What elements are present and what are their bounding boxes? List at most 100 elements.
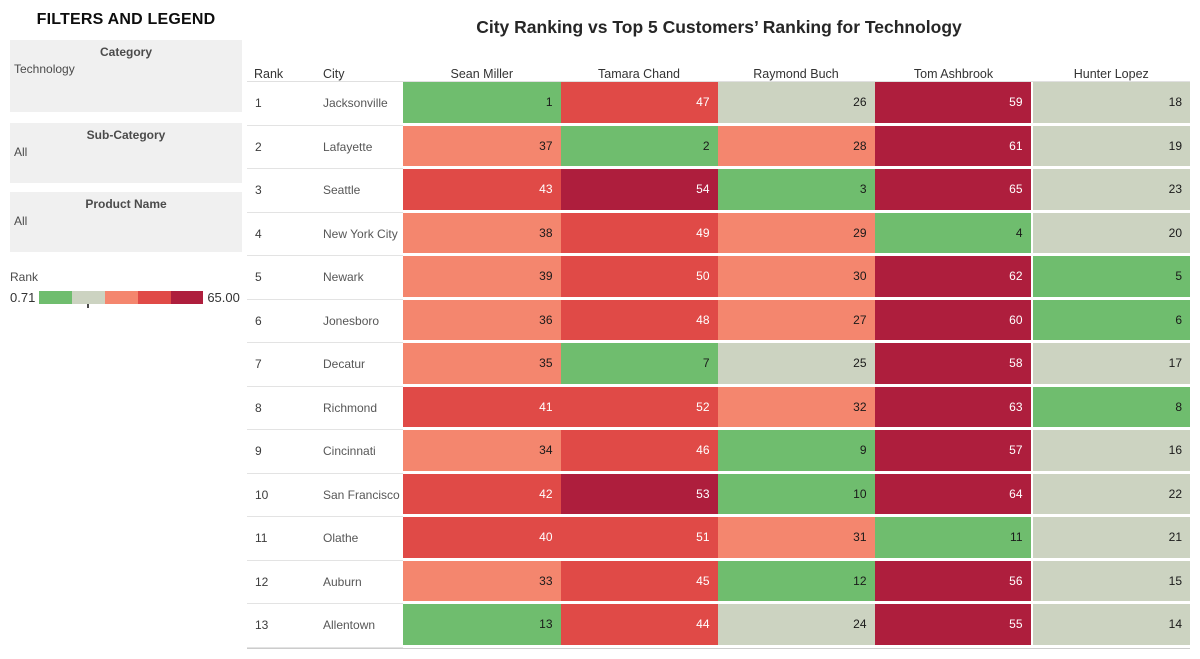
heat-cell[interactable]: 59 xyxy=(874,82,1033,126)
heat-cell[interactable]: 22 xyxy=(1032,473,1190,517)
heat-cell[interactable]: 27 xyxy=(717,299,875,343)
filter-card-value[interactable]: All xyxy=(14,145,28,159)
heat-cell[interactable]: 21 xyxy=(1032,517,1190,561)
table-row: 8 Richmond 41 52 32 63 8 xyxy=(247,386,1190,430)
heat-cell[interactable]: 58 xyxy=(874,343,1033,387)
heat-cell[interactable]: 31 xyxy=(717,517,875,561)
heat-cell[interactable]: 60 xyxy=(874,299,1033,343)
heat-cell[interactable]: 54 xyxy=(560,169,718,213)
heat-cell[interactable]: 35 xyxy=(403,343,561,387)
heat-cell[interactable]: 30 xyxy=(717,256,875,300)
heat-cell[interactable]: 57 xyxy=(874,430,1033,474)
legend-color-ramp[interactable] xyxy=(39,291,204,308)
heat-cell[interactable]: 5 xyxy=(1032,256,1190,300)
heat-cell[interactable]: 4 xyxy=(874,212,1033,256)
column-header-rank: Rank xyxy=(254,67,284,81)
chart-title: City Ranking vs Top 5 Customers’ Ranking… xyxy=(476,17,962,37)
column-header-city: City xyxy=(323,67,345,81)
heat-cell[interactable]: 10 xyxy=(717,473,875,517)
heat-cell[interactable]: 1 xyxy=(403,82,561,126)
table-row: 10 San Francisco 42 53 10 64 22 xyxy=(247,473,1190,517)
rank-color-legend: Rank 0.71 65.00 xyxy=(10,270,250,308)
heat-cell[interactable]: 14 xyxy=(1032,604,1190,648)
heat-cell[interactable]: 37 xyxy=(403,125,561,169)
table-row: 4 New York City 38 49 29 4 20 xyxy=(247,212,1190,256)
legend-segment xyxy=(72,291,105,304)
heat-cell[interactable]: 24 xyxy=(717,604,875,648)
rank-cell: 2 xyxy=(247,126,320,169)
heat-cell[interactable]: 56 xyxy=(874,560,1033,604)
heat-cell[interactable]: 41 xyxy=(403,386,561,430)
rank-cell: 1 xyxy=(247,82,320,126)
heat-cell[interactable]: 6 xyxy=(1032,299,1190,343)
table-row: 1 Jacksonville 1 47 26 59 18 xyxy=(247,82,1190,126)
city-cell: Seattle xyxy=(320,169,403,213)
table-row: 12 Auburn 33 45 12 56 15 xyxy=(247,560,1190,604)
heat-cell[interactable]: 8 xyxy=(1032,386,1190,430)
heat-cell[interactable]: 15 xyxy=(1032,560,1190,604)
filter-card-value[interactable]: Technology xyxy=(14,62,75,76)
heat-cell[interactable]: 19 xyxy=(1032,125,1190,169)
heat-cell[interactable]: 43 xyxy=(403,169,561,213)
heat-cell[interactable]: 16 xyxy=(1032,430,1190,474)
heat-cell[interactable]: 49 xyxy=(560,212,718,256)
heat-cell[interactable]: 3 xyxy=(717,169,875,213)
heat-cell[interactable]: 40 xyxy=(403,517,561,561)
table-bottom-divider xyxy=(247,647,1190,649)
column-header-tom-ashbrook: Tom Ashbrook xyxy=(913,67,994,81)
heat-cell[interactable]: 51 xyxy=(560,517,718,561)
heat-cell[interactable]: 61 xyxy=(874,125,1033,169)
city-cell: Lafayette xyxy=(320,126,403,169)
heat-cell[interactable]: 18 xyxy=(1032,82,1190,126)
heat-cell[interactable]: 25 xyxy=(717,343,875,387)
heat-cell[interactable]: 2 xyxy=(560,125,718,169)
heat-cell[interactable]: 17 xyxy=(1032,343,1190,387)
heat-cell[interactable]: 36 xyxy=(403,299,561,343)
heat-cell[interactable]: 7 xyxy=(560,343,718,387)
heat-cell[interactable]: 33 xyxy=(403,560,561,604)
heat-cell[interactable]: 38 xyxy=(403,212,561,256)
city-cell: San Francisco xyxy=(320,474,403,517)
heat-cell[interactable]: 53 xyxy=(560,473,718,517)
heat-cell[interactable]: 46 xyxy=(560,430,718,474)
heat-cell[interactable]: 45 xyxy=(560,560,718,604)
heat-cell[interactable]: 9 xyxy=(717,430,875,474)
filter-card-title: Product Name xyxy=(85,197,167,211)
legend-segment xyxy=(39,291,73,304)
filter-card-title: Category xyxy=(99,45,152,59)
heat-cell[interactable]: 65 xyxy=(874,169,1033,213)
heat-cell[interactable]: 44 xyxy=(560,604,718,648)
heat-cell[interactable]: 52 xyxy=(560,386,718,430)
rank-cell: 7 xyxy=(247,343,320,387)
heat-cell[interactable]: 13 xyxy=(403,604,561,648)
legend-max-value: 65.00 xyxy=(207,290,240,305)
rank-cell: 11 xyxy=(247,517,320,561)
heat-cell[interactable]: 55 xyxy=(874,604,1033,648)
heat-cell[interactable]: 62 xyxy=(874,256,1033,300)
rank-cell: 8 xyxy=(247,387,320,430)
legend-title: Rank xyxy=(10,270,39,284)
city-cell: Allentown xyxy=(320,604,403,648)
heat-cell[interactable]: 64 xyxy=(874,473,1033,517)
heat-cell[interactable]: 20 xyxy=(1032,212,1190,256)
heat-cell[interactable]: 12 xyxy=(717,560,875,604)
heat-cell[interactable]: 63 xyxy=(874,386,1033,430)
heat-cell[interactable]: 42 xyxy=(403,473,561,517)
rank-cell: 9 xyxy=(247,430,320,474)
legend-segment xyxy=(137,291,171,304)
heat-cell[interactable]: 48 xyxy=(560,299,718,343)
table-row: 13 Allentown 13 44 24 55 14 xyxy=(247,604,1190,648)
heat-cell[interactable]: 11 xyxy=(874,517,1033,561)
heat-cell[interactable]: 50 xyxy=(560,256,718,300)
heat-cell[interactable]: 26 xyxy=(717,82,875,126)
heat-cell[interactable]: 32 xyxy=(717,386,875,430)
heat-cell[interactable]: 29 xyxy=(717,212,875,256)
heat-cell[interactable]: 39 xyxy=(403,256,561,300)
filter-card: Product Name All xyxy=(10,192,242,252)
filter-card-value[interactable]: All xyxy=(14,214,28,228)
heat-cell[interactable]: 23 xyxy=(1032,169,1190,213)
column-header-hunter-lopez: Hunter Lopez xyxy=(1073,67,1149,81)
heat-cell[interactable]: 28 xyxy=(717,125,875,169)
heat-cell[interactable]: 47 xyxy=(560,82,718,126)
heat-cell[interactable]: 34 xyxy=(403,430,561,474)
